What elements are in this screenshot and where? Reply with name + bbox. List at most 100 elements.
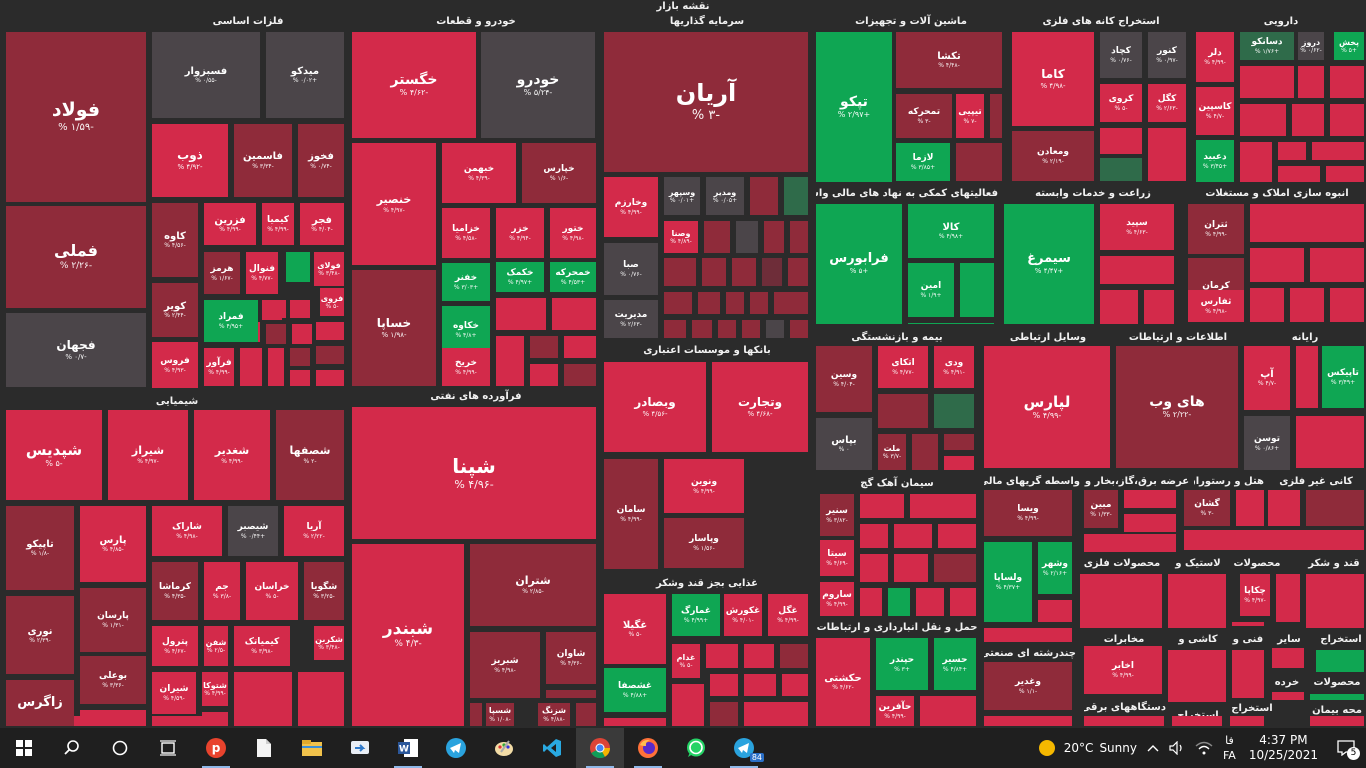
stock-tile[interactable]: ذوب -۴/۹۲ %: [152, 124, 228, 197]
treemap-mini-tile[interactable]: [744, 674, 776, 696]
stock-tile[interactable]: کیمیاتک -۳/۹۸ %: [234, 626, 290, 666]
treemap-mini-tile[interactable]: [1306, 574, 1364, 628]
treemap-mini-tile[interactable]: [316, 346, 344, 364]
stock-tile[interactable]: زاگرس: [6, 680, 74, 726]
stock-tile[interactable]: فمراد +۴/۹۵ %: [204, 300, 258, 342]
stock-tile[interactable]: شبندر -۴/۳ %: [352, 544, 464, 726]
stock-tile[interactable]: ولساپا +۴/۳۷ %: [984, 542, 1032, 622]
stock-tile[interactable]: فولاد -۱/۵۹ %: [6, 32, 146, 202]
stock-tile[interactable]: تیپیی -۷ %: [956, 94, 984, 138]
file-explorer-icon[interactable]: [288, 728, 336, 768]
treemap-mini-tile[interactable]: [744, 644, 774, 668]
stock-tile[interactable]: ویسا -۴/۹۹ %: [984, 490, 1072, 536]
treemap-mini-tile[interactable]: [496, 336, 524, 386]
stock-tile[interactable]: خزامیا -۴/۵۸ %: [442, 208, 490, 258]
stock-tile[interactable]: ومعادن -۲/۱۹ %: [1012, 131, 1094, 181]
stock-tile[interactable]: جم -۳/۸ %: [204, 562, 240, 620]
treemap-mini-tile[interactable]: [286, 252, 310, 282]
stock-tile[interactable]: مدیریت -۲/۶۳ %: [604, 300, 658, 338]
stock-tile[interactable]: ونوین -۴/۹۹ %: [664, 459, 744, 513]
stock-tile[interactable]: فروی -۵ %: [320, 288, 344, 316]
stock-tile[interactable]: فملی -۲/۲۶ %: [6, 206, 146, 308]
stock-tile[interactable]: وبصادر -۴/۵۶ %: [604, 362, 706, 452]
treemap-mini-tile[interactable]: [1276, 574, 1300, 622]
treemap-mini-tile[interactable]: [1100, 256, 1174, 284]
whatsapp-icon[interactable]: [672, 728, 720, 768]
treemap-mini-tile[interactable]: [1124, 514, 1176, 532]
treemap-mini-tile[interactable]: [1084, 716, 1164, 726]
treemap-mini-tile[interactable]: [692, 320, 712, 338]
stock-tile[interactable]: تپکو +۲/۹۷ %: [816, 32, 892, 182]
language-indicator[interactable]: فا FA: [1218, 728, 1241, 768]
treemap-mini-tile[interactable]: [202, 712, 228, 726]
treemap-mini-tile[interactable]: [6, 716, 146, 726]
stock-tile[interactable]: آریا -۲/۲۲ %: [284, 506, 344, 556]
treemap-mini-tile[interactable]: [1080, 574, 1162, 628]
stock-tile[interactable]: فولای -۳/۴۸ %: [314, 252, 344, 286]
treemap-mini-tile[interactable]: [1240, 66, 1294, 98]
treemap-mini-tile[interactable]: [894, 554, 928, 582]
stock-tile[interactable]: ودی -۴/۹۱ %: [934, 346, 974, 388]
treemap-mini-tile[interactable]: [860, 588, 882, 616]
treemap-mini-tile[interactable]: [916, 588, 944, 616]
stock-tile[interactable]: خنصیر -۴/۹۷ %: [352, 143, 436, 265]
treemap-mini-tile[interactable]: [934, 554, 976, 582]
stock-tile[interactable]: شفن -۲/۵ %: [204, 626, 228, 666]
word-icon[interactable]: W: [384, 728, 432, 768]
treemap-mini-tile[interactable]: [234, 672, 292, 726]
treemap-mini-tile[interactable]: [1250, 248, 1304, 282]
treemap-mini-tile[interactable]: [1084, 534, 1176, 552]
treemap-mini-tile[interactable]: [1290, 288, 1324, 322]
stock-tile[interactable]: حپندر +۳ %: [876, 638, 928, 690]
stock-tile[interactable]: حکشتی -۴/۶۲ %: [816, 638, 870, 726]
stock-tile[interactable]: کنور -۰/۹۷ %: [1148, 32, 1186, 78]
stock-tile[interactable]: غمارگ +۴/۹۹ %: [672, 594, 720, 636]
stock-tile[interactable]: وسین -۴/۰۴ %: [816, 346, 872, 412]
treemap-mini-tile[interactable]: [934, 394, 974, 428]
file-icon[interactable]: [240, 728, 288, 768]
treemap-mini-tile[interactable]: [1310, 248, 1364, 282]
treemap-mini-tile[interactable]: [920, 696, 976, 726]
stock-tile[interactable]: فروس -۴/۹۳ %: [152, 342, 198, 388]
treemap-mini-tile[interactable]: [604, 718, 666, 726]
treemap-mini-tile[interactable]: [1272, 692, 1304, 700]
task-view-icon[interactable]: [144, 728, 192, 768]
stock-tile[interactable]: کرماشا -۴/۳۵ %: [152, 562, 198, 620]
stock-tile[interactable]: توسن +۰/۸۶ %: [1244, 416, 1290, 470]
stock-tile[interactable]: فنوال -۴/۷۷ %: [246, 252, 278, 294]
treemap-mini-tile[interactable]: [664, 258, 696, 286]
telegram-icon[interactable]: [432, 728, 480, 768]
remote-app-icon[interactable]: [336, 728, 384, 768]
treemap-mini-tile[interactable]: [664, 320, 686, 338]
stock-tile[interactable]: شکربن -۳/۴۸ %: [314, 626, 344, 660]
stock-tile[interactable]: کاوه -۴/۵۶ %: [152, 203, 198, 277]
stock-tile[interactable]: کچاد -۰/۷۶ %: [1100, 32, 1142, 78]
chevron-up-icon[interactable]: [1142, 728, 1164, 768]
vscode-icon[interactable]: [528, 728, 576, 768]
treemap-mini-tile[interactable]: [1310, 694, 1364, 700]
treemap-mini-tile[interactable]: [1100, 158, 1142, 181]
treemap-mini-tile[interactable]: [546, 690, 596, 698]
treemap-mini-tile[interactable]: [564, 364, 596, 386]
treemap-mini-tile[interactable]: [762, 258, 782, 286]
treemap-mini-tile[interactable]: [950, 588, 976, 616]
stock-tile[interactable]: وپاسار -۱/۵۶ %: [664, 518, 744, 568]
stock-tile[interactable]: سیمرغ +۴/۴۷ %: [1004, 204, 1094, 324]
stock-tile[interactable]: فاسمین -۳/۳۴ %: [234, 124, 292, 197]
treemap-mini-tile[interactable]: [664, 292, 692, 314]
stock-tile[interactable]: خزر -۴/۹۴ %: [496, 208, 544, 258]
stock-tile[interactable]: کالا +۴/۹۸ %: [908, 204, 994, 258]
treemap-mini-tile[interactable]: [1240, 142, 1272, 182]
treemap-mini-tile[interactable]: [80, 710, 146, 726]
stock-tile[interactable]: شپنا -۴/۹۶ %: [352, 407, 596, 539]
stock-tile[interactable]: فجهان -۰/۷ %: [6, 313, 146, 387]
stock-tile[interactable]: ثفارس -۴/۹۸ %: [1188, 290, 1244, 322]
stock-tile[interactable]: شیران -۴/۵۹ %: [152, 672, 196, 714]
treemap-mini-tile[interactable]: [1184, 530, 1364, 550]
stock-tile[interactable]: سنیر -۳/۸۲ %: [820, 494, 854, 536]
treemap-mini-tile[interactable]: [750, 292, 768, 314]
treemap-mini-tile[interactable]: [1240, 104, 1286, 136]
treemap-mini-tile[interactable]: [1272, 648, 1304, 668]
treemap-mini-tile[interactable]: [316, 322, 344, 340]
stock-tile[interactable]: کاسپین -۴/۷ %: [1196, 87, 1234, 135]
